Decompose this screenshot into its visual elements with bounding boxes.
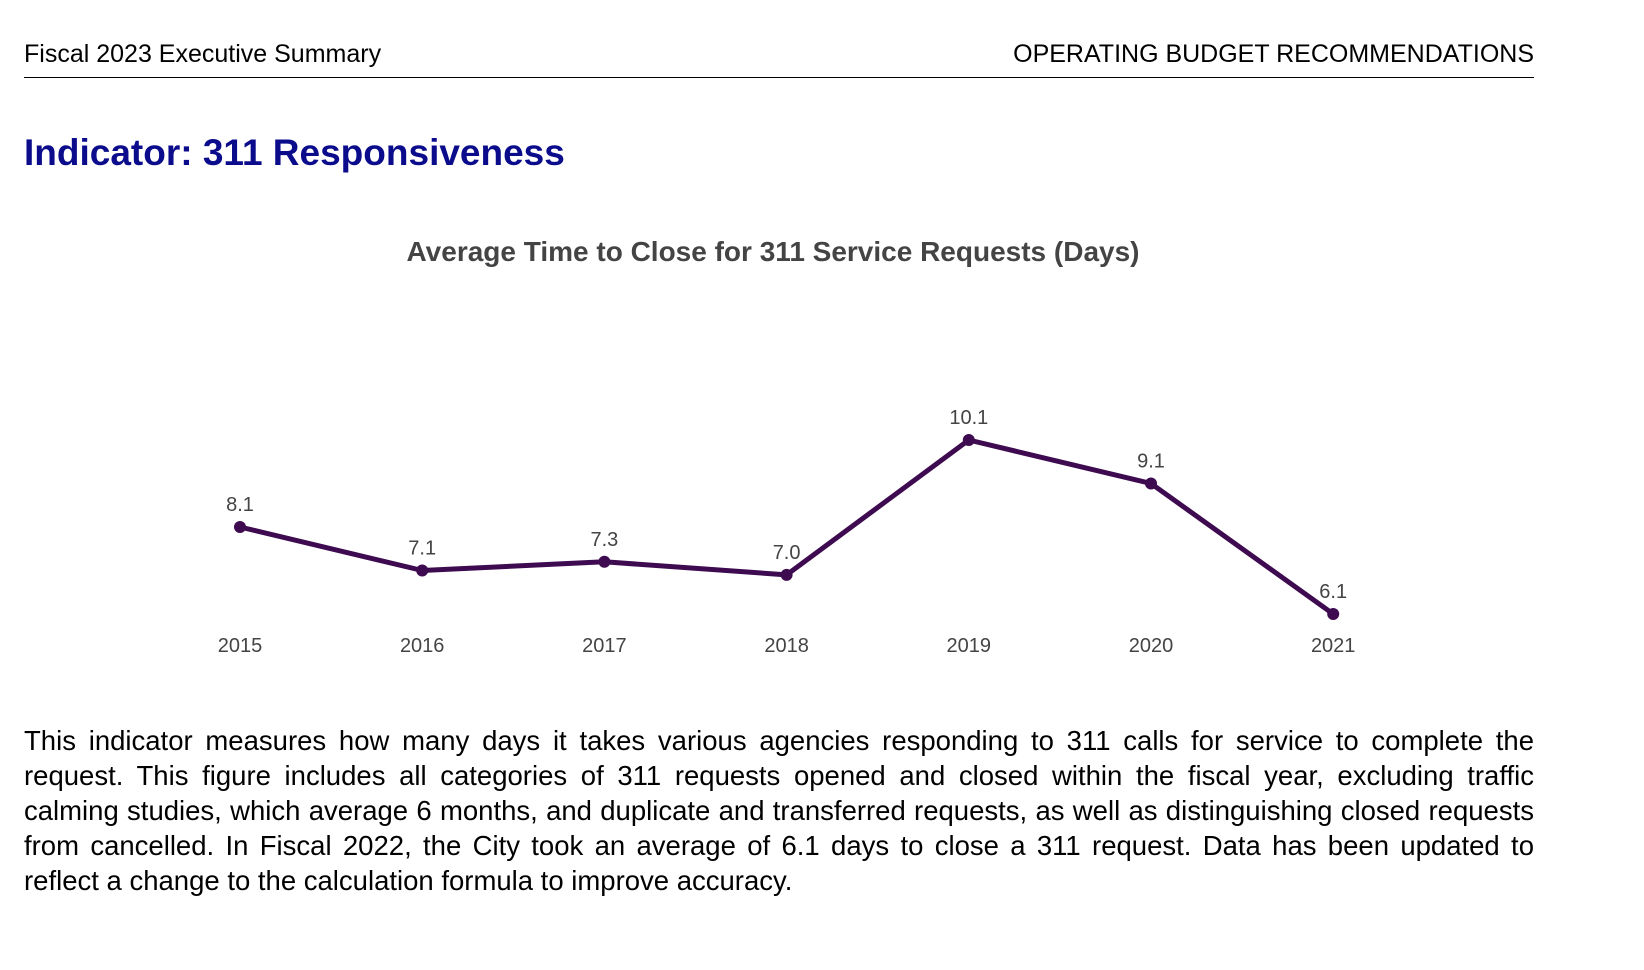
data-label-2020: 9.1 (1137, 451, 1165, 473)
x-tick-label-2017: 2017 (582, 635, 627, 657)
x-tick-label-2021: 2021 (1311, 635, 1356, 657)
data-label-2016: 7.1 (408, 538, 436, 560)
x-tick-label-2018: 2018 (764, 635, 809, 657)
series-line (239, 437, 1335, 617)
x-tick-label-2020: 2020 (1129, 635, 1174, 657)
data-point-2016 (416, 564, 429, 577)
data-label-2018: 7.0 (773, 542, 801, 564)
page-title: Indicator: 311 Responsiveness (24, 132, 565, 173)
data-label-2017: 7.3 (590, 529, 618, 551)
data-point-2020 (1145, 477, 1157, 490)
data-label-2019: 10.1 (949, 407, 988, 429)
chart-title: Average Time to Close for 311 Service Re… (407, 236, 1140, 267)
description-paragraph: This indicator measures how many days it… (24, 725, 1534, 896)
data-point-2018 (780, 568, 793, 581)
data-point-2017 (598, 555, 611, 568)
x-tick-label-2015: 2015 (218, 635, 263, 657)
data-label-2015: 8.1 (226, 494, 254, 516)
data-point-2019 (962, 434, 975, 446)
x-tick-label-2016: 2016 (400, 635, 445, 657)
x-tick-label-2019: 2019 (947, 635, 992, 657)
header-rule (24, 77, 1534, 78)
document-header-right: OPERATING BUDGET RECOMMENDATIONS (1013, 40, 1534, 68)
data-point-2021 (1327, 608, 1340, 620)
data-label-2021: 6.1 (1319, 581, 1347, 603)
document-header-left: Fiscal 2023 Executive Summary (24, 40, 382, 68)
data-point-2015 (234, 521, 246, 533)
line-chart: Average Time to Close for 311 Service Re… (218, 236, 1356, 657)
